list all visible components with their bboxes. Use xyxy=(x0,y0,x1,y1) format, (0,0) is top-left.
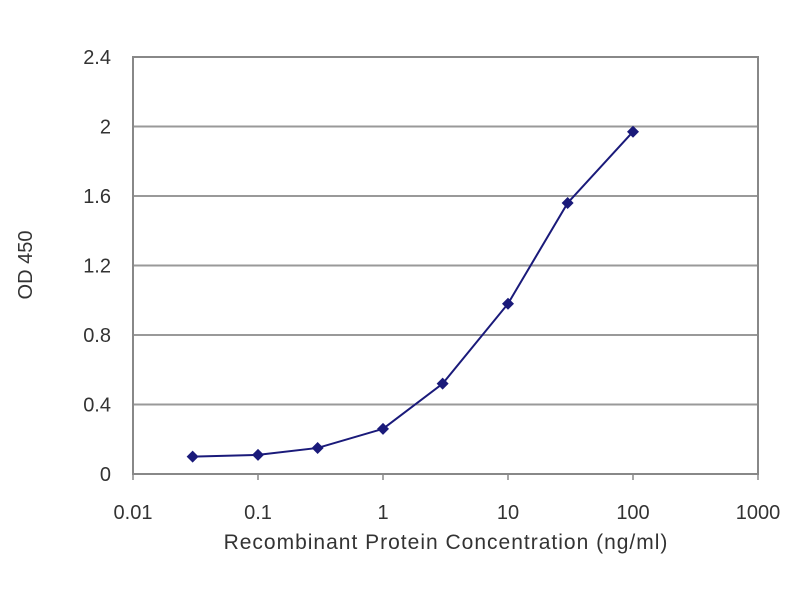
y-axis: 0 0.4 0.8 1.2 1.6 2 2.4 xyxy=(83,47,111,486)
x-tick-label: 1000 xyxy=(736,502,781,524)
data-point xyxy=(436,377,449,390)
y-axis-label: OD 450 xyxy=(15,231,37,300)
plot-area xyxy=(132,56,759,475)
grid-lines xyxy=(133,125,758,406)
series xyxy=(186,125,639,463)
x-tick-label: 1 xyxy=(377,502,388,524)
data-point xyxy=(561,196,574,209)
data-point xyxy=(186,450,199,463)
y-tick-label: 2.4 xyxy=(83,47,111,69)
data-point xyxy=(377,422,389,435)
series-line xyxy=(192,131,634,458)
y-tick-label: 1.6 xyxy=(83,186,111,208)
data-point xyxy=(502,297,514,310)
x-tick-label: 100 xyxy=(616,502,649,524)
y-tick-label: 0 xyxy=(100,464,111,486)
y-tick-label: 1.2 xyxy=(83,256,111,278)
data-point xyxy=(627,125,639,138)
x-tick-label: 0.1 xyxy=(244,502,272,524)
x-tick-label: 10 xyxy=(497,502,519,524)
x-axis: 0.01 0.1 1 10 100 1000 xyxy=(114,474,781,524)
x-axis-label: Recombinant Protein Concentration (ng/ml… xyxy=(224,531,669,554)
y-tick-label: 2 xyxy=(100,117,111,139)
data-point xyxy=(311,441,324,454)
x-tick-label: 0.01 xyxy=(114,502,153,524)
y-tick-label: 0.8 xyxy=(83,325,111,347)
y-tick-label: 0.4 xyxy=(83,395,111,417)
data-point xyxy=(252,448,264,461)
